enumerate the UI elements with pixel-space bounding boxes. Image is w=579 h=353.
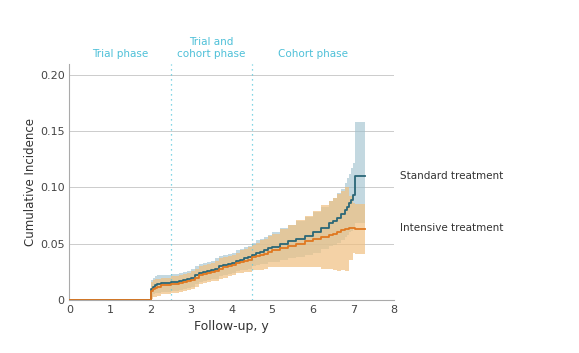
Text: Standard treatment: Standard treatment [400,171,504,181]
X-axis label: Follow-up, y: Follow-up, y [194,321,269,334]
Text: Trial and
cohort phase: Trial and cohort phase [177,37,245,59]
Text: Intensive treatment: Intensive treatment [400,223,504,233]
Text: Cohort phase: Cohort phase [278,49,347,59]
Y-axis label: Cumulative Incidence: Cumulative Incidence [24,118,37,246]
Text: Trial phase: Trial phase [92,49,148,59]
